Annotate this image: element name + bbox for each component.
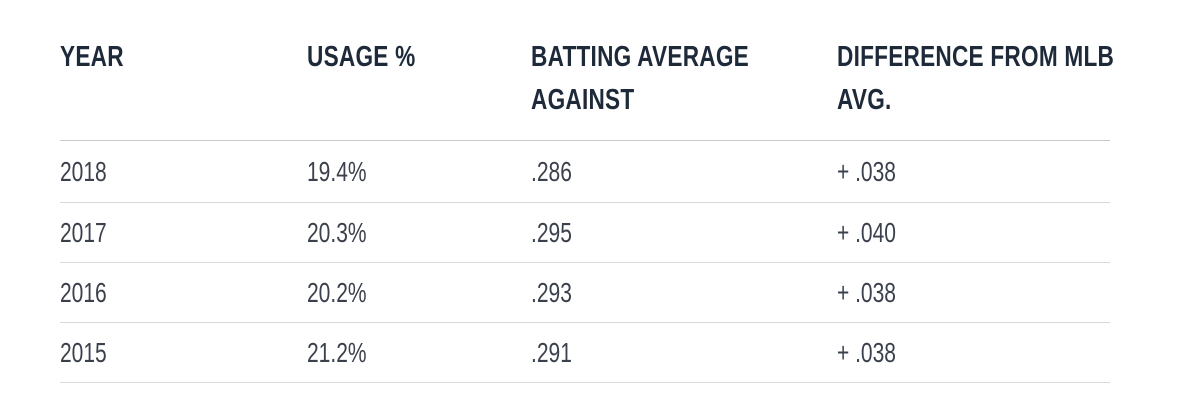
cell-batting-average-against: .293 xyxy=(531,276,837,308)
value-batting-average-against: .291 xyxy=(531,336,572,368)
value-difference-from-mlb-avg: + .038 xyxy=(837,155,896,187)
value-usage: 20.2% xyxy=(307,276,367,308)
header-label-usage: USAGE % xyxy=(307,41,416,73)
value-batting-average-against: .295 xyxy=(531,216,572,248)
value-usage: 20.3% xyxy=(307,216,367,248)
value-year: 2017 xyxy=(60,216,107,248)
cell-batting-average-against: .295 xyxy=(531,216,837,248)
cell-difference-from-mlb-avg: + .038 xyxy=(837,276,1110,308)
stats-table: YEAR USAGE % BATTING AVERAGE AGAINST DIF… xyxy=(60,0,1114,383)
cell-usage: 20.3% xyxy=(307,216,531,248)
value-difference-from-mlb-avg: + .040 xyxy=(837,216,896,248)
value-usage: 19.4% xyxy=(307,155,367,187)
header-cell-difference-from-mlb-avg: DIFFERENCE FROM MLB AVG. xyxy=(837,36,1114,122)
cell-difference-from-mlb-avg: + .038 xyxy=(837,155,1110,187)
cell-batting-average-against: .286 xyxy=(531,155,837,187)
table-header-row: YEAR USAGE % BATTING AVERAGE AGAINST DIF… xyxy=(60,0,1114,141)
cell-usage: 21.2% xyxy=(307,336,531,368)
cell-difference-from-mlb-avg: + .038 xyxy=(837,336,1110,368)
header-label-batting-average-against: BATTING AVERAGE AGAINST xyxy=(531,41,749,116)
table-row: 2016 20.2% .293 + .038 xyxy=(60,263,1110,323)
header-cell-usage: USAGE % xyxy=(307,36,531,122)
value-batting-average-against: .286 xyxy=(531,155,572,187)
value-batting-average-against: .293 xyxy=(531,276,572,308)
cell-difference-from-mlb-avg: + .040 xyxy=(837,216,1110,248)
table-row: 2018 19.4% .286 + .038 xyxy=(60,141,1110,203)
value-difference-from-mlb-avg: + .038 xyxy=(837,336,896,368)
header-label-year: YEAR xyxy=(60,41,124,73)
value-usage: 21.2% xyxy=(307,336,367,368)
cell-usage: 19.4% xyxy=(307,155,531,187)
header-label-difference-from-mlb-avg: DIFFERENCE FROM MLB AVG. xyxy=(837,41,1115,116)
cell-year: 2017 xyxy=(60,216,307,248)
value-year: 2016 xyxy=(60,276,107,308)
value-difference-from-mlb-avg: + .038 xyxy=(837,276,896,308)
value-year: 2018 xyxy=(60,155,107,187)
value-year: 2015 xyxy=(60,336,107,368)
table-row: 2015 21.2% .291 + .038 xyxy=(60,323,1110,383)
table-row: 2017 20.3% .295 + .040 xyxy=(60,203,1110,263)
header-cell-year: YEAR xyxy=(60,36,307,122)
cell-year: 2018 xyxy=(60,155,307,187)
cell-usage: 20.2% xyxy=(307,276,531,308)
cell-batting-average-against: .291 xyxy=(531,336,837,368)
cell-year: 2016 xyxy=(60,276,307,308)
header-cell-batting-average-against: BATTING AVERAGE AGAINST xyxy=(531,36,837,122)
cell-year: 2015 xyxy=(60,336,307,368)
